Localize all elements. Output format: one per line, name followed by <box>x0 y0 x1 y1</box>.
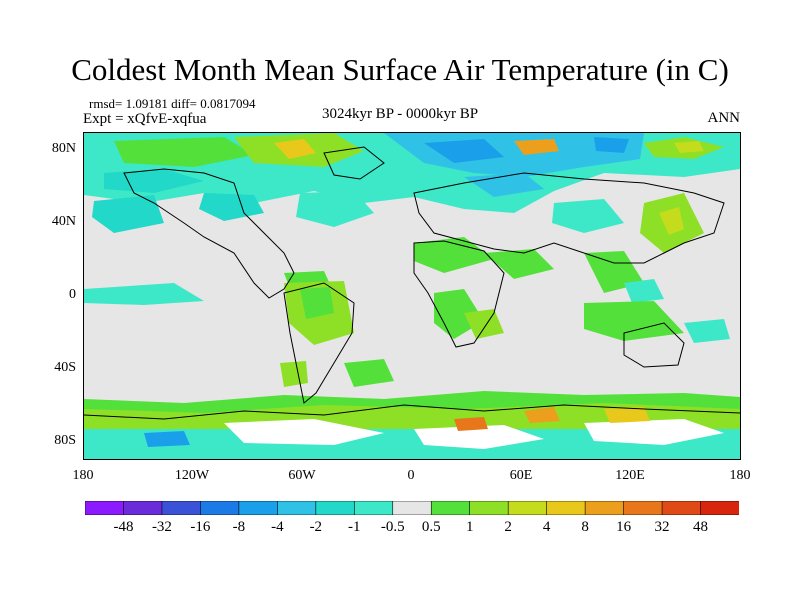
colorbar-swatch <box>430 500 471 516</box>
x-tick-label: 0 <box>407 468 415 483</box>
x-tick-label: 180 <box>72 468 94 483</box>
colorbar-swatch <box>123 500 163 516</box>
y-tick-label: 80N <box>51 141 76 156</box>
colorbar-label: -32 <box>151 519 172 535</box>
colorbar-label: -1 <box>348 519 361 535</box>
colorbar-swatch <box>507 500 548 516</box>
midlatitude-anomalies <box>84 191 730 387</box>
colorbar-swatch <box>238 500 279 516</box>
colorbar <box>84 500 740 516</box>
colorbar-label: 48 <box>693 519 709 535</box>
colorbar-swatch <box>623 500 663 516</box>
stats-label: rmsd= 1.09181 diff= 0.0817094 <box>89 96 256 111</box>
colorbar-swatch <box>700 500 740 516</box>
period-label: 3024kyr BP - 0000kyr BP <box>321 106 479 122</box>
colorbar-label: -2 <box>309 519 323 535</box>
colorbar-label: -8 <box>232 519 246 535</box>
colorbar-svg <box>84 500 740 516</box>
colorbar-swatch <box>392 500 433 516</box>
temperature-map <box>83 132 741 460</box>
coastlines <box>84 146 740 420</box>
colorbar-swatch <box>584 500 625 516</box>
map-svg <box>84 133 740 459</box>
plot-title: Coldest Month Mean Surface Air Temperatu… <box>71 52 729 87</box>
colorbar-label: 8 <box>581 519 589 535</box>
x-tick-label: 60E <box>509 468 533 483</box>
colorbar-label: -48 <box>113 519 134 535</box>
colorbar-swatch <box>661 500 702 516</box>
colorbar-label: 4 <box>542 519 551 535</box>
colorbar-label: 1 <box>465 519 474 535</box>
colorbar-swatch <box>546 500 586 516</box>
x-tick-label: 120W <box>174 468 210 483</box>
colorbar-label: 2 <box>504 519 512 535</box>
colorbar-swatch <box>277 500 317 516</box>
antarctic-anomalies <box>84 391 740 459</box>
colorbar-swatch <box>161 500 202 516</box>
x-tick-label: 120E <box>615 468 645 483</box>
y-tick-label: 40S <box>54 360 76 375</box>
y-tick-label: 80S <box>54 433 76 448</box>
colorbar-label: -4 <box>271 519 284 535</box>
colorbar-swatch <box>353 500 394 516</box>
x-tick-label: 60W <box>288 468 316 483</box>
colorbar-label: 16 <box>616 519 632 535</box>
colorbar-label: -0.5 <box>380 519 405 535</box>
colorbar-swatch <box>469 500 509 516</box>
experiment-label: Expt = xQfvE-xqfua <box>83 111 207 127</box>
y-tick-label: 0 <box>69 287 76 302</box>
arctic-anomalies <box>84 133 740 213</box>
colorbar-swatch <box>200 500 240 516</box>
colorbar-swatch <box>315 500 356 516</box>
colorbar-label: -16 <box>190 519 211 535</box>
x-tick-label: 180 <box>729 468 751 483</box>
colorbar-label: 32 <box>654 519 670 535</box>
season-label: ANN <box>707 110 741 126</box>
colorbar-swatch <box>84 500 125 516</box>
colorbar-label: 0.5 <box>421 519 441 535</box>
y-tick-label: 40N <box>51 214 76 229</box>
